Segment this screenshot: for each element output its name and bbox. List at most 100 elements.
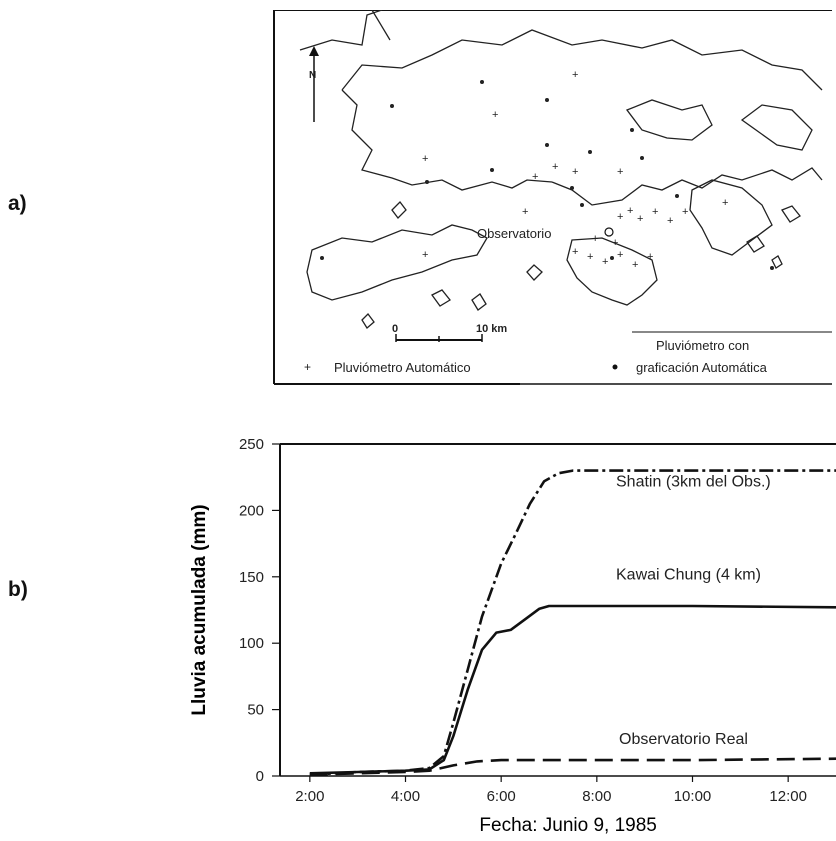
- gauge-plus: +: [492, 109, 498, 121]
- station-map: + + + + + + + + + + + + + + + + + + + + …: [272, 10, 832, 386]
- gauge-dot: [390, 104, 394, 108]
- rainfall-chart: 0 50 100 150 200 250 2:00 4:00 6:00 8:00 10:00 12:…: [0, 438, 836, 841]
- island-4: [526, 264, 543, 281]
- scale-start-label: 0: [392, 323, 398, 335]
- gauge-dot: [630, 128, 634, 132]
- legend-plus-icon: +: [304, 360, 311, 374]
- x-axis-title: Fecha: Junio 9, 1985: [479, 815, 656, 836]
- gauge-dot: [425, 180, 429, 184]
- island-8: [771, 255, 783, 269]
- coastline-east-central: [551, 167, 823, 206]
- gauge-plus: +: [612, 237, 618, 249]
- gauge-plus: +: [617, 249, 623, 261]
- island-7: [746, 235, 765, 253]
- panel-a-label: a): [8, 192, 27, 215]
- gauge-dot: [770, 266, 774, 270]
- scale-end-label: 10 km: [476, 323, 507, 335]
- series-label-1: Kawai Chung (4 km): [616, 566, 761, 583]
- gauge-plus-markers: + + + + + + + + + + + + + + + + + + + + …: [422, 69, 728, 271]
- series-line-2: [309, 757, 836, 776]
- y-tick-label: 150: [239, 569, 264, 586]
- y-tick-label: 0: [256, 768, 264, 785]
- gauge-plus: +: [617, 211, 623, 223]
- series-labels: Shatin (3km del Obs.) Kawai Chung (4 km) O…: [616, 473, 771, 748]
- gauge-plus: +: [522, 206, 528, 218]
- gauge-plus: +: [722, 197, 728, 209]
- observatory-label: Observatorio: [477, 226, 551, 241]
- gauge-dot: [675, 194, 679, 198]
- y-tick-label: 250: [239, 438, 264, 453]
- island-2: [431, 289, 451, 307]
- gauge-plus: +: [627, 205, 633, 217]
- gauge-plus: +: [682, 206, 688, 218]
- north-arrow-icon: [309, 46, 319, 122]
- legend-recording-gauge-line2: graficación Automática: [636, 360, 768, 375]
- coastline-lantau: [306, 224, 488, 301]
- x-tick-label: 10:00: [674, 788, 712, 805]
- gauge-dot: [570, 186, 574, 190]
- island-6: [781, 205, 801, 223]
- gauge-dot: [588, 150, 592, 154]
- coastline-sai-kung: [689, 179, 773, 256]
- gauge-plus: +: [602, 256, 608, 268]
- legend-auto-gauge-label: Pluviómetro Automático: [334, 360, 471, 375]
- gauge-dot: [490, 168, 494, 172]
- coastline-group: [299, 10, 823, 329]
- gauge-dot: [640, 156, 644, 160]
- gauge-dot: [320, 256, 324, 260]
- x-tick-label: 8:00: [582, 788, 611, 805]
- legend-dot-icon: [612, 364, 618, 370]
- gauge-plus: +: [587, 251, 593, 263]
- gauge-dot: [580, 203, 584, 207]
- chart-svg: 0 50 100 150 200 250 2:00 4:00 6:00 8:00 10:00 12:…: [189, 438, 836, 836]
- observatory-marker-icon: [604, 227, 614, 237]
- x-tick-label: 6:00: [487, 788, 516, 805]
- series-label-0: Shatin (3km del Obs.): [616, 473, 771, 490]
- gauge-plus: +: [667, 215, 673, 227]
- gauge-dot: [610, 256, 614, 260]
- y-tick-label: 200: [239, 502, 264, 519]
- gauge-plus: +: [422, 153, 428, 165]
- gauge-plus: +: [572, 246, 578, 258]
- gauge-plus: +: [632, 259, 638, 271]
- island-5: [361, 313, 375, 329]
- legend-recording-gauge-line1: Pluviómetro con: [656, 338, 749, 353]
- series-label-2: Observatorio Real: [619, 731, 748, 748]
- gauge-markers: [320, 80, 774, 270]
- gauge-dot: [545, 98, 549, 102]
- y-axis-title: Lluvia acumulada (mm): [189, 504, 210, 715]
- x-tick-label: 2:00: [295, 788, 324, 805]
- map-drawing: + + + + + + + + + + + + + + + + + + + + …: [273, 10, 832, 385]
- series-line-1: [309, 604, 836, 775]
- gauge-plus: +: [592, 233, 598, 245]
- x-axis: 2:00 4:00 6:00 8:00 10:00 12:00: [295, 776, 807, 805]
- gauge-plus: +: [647, 251, 653, 263]
- gauge-plus: +: [617, 166, 623, 178]
- gauge-dot: [545, 143, 549, 147]
- coastline-east: [740, 104, 813, 151]
- x-tick-label: 4:00: [391, 788, 420, 805]
- y-axis: 0 50 100 150 200 250: [239, 438, 280, 785]
- coastline-north-west: [299, 10, 391, 51]
- y-tick-label: 100: [239, 635, 264, 652]
- series-line-0: [309, 469, 836, 776]
- coastline-hk-island: [566, 237, 658, 306]
- coastline-north: [341, 29, 823, 91]
- gauge-plus: +: [572, 166, 578, 178]
- chart-frame: [279, 443, 836, 777]
- gauge-plus: +: [552, 161, 558, 173]
- gauge-plus: +: [532, 171, 538, 183]
- gauge-plus: +: [422, 249, 428, 261]
- island-1: [391, 201, 407, 219]
- gauge-plus: +: [652, 206, 658, 218]
- y-tick-label: 50: [247, 702, 264, 719]
- north-label: N: [309, 70, 316, 81]
- gauge-plus: +: [572, 69, 578, 81]
- coastline-west-central: [341, 89, 553, 191]
- x-tick-label: 12:00: [769, 788, 807, 805]
- panel-b-label: b): [8, 578, 28, 601]
- island-3: [471, 293, 487, 311]
- gauge-plus: +: [637, 213, 643, 225]
- series-lines: [309, 469, 836, 776]
- coastline-tolo: [625, 99, 713, 141]
